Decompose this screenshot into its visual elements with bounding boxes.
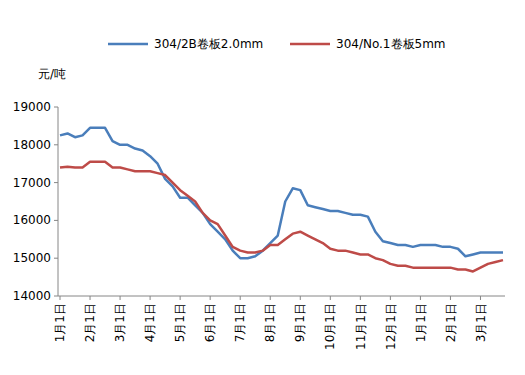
x-tick	[240, 296, 241, 300]
x-tick	[180, 296, 181, 300]
x-tick	[90, 296, 91, 300]
y-tick-label: 14000	[13, 289, 51, 303]
x-tick-label: 7月1日	[233, 303, 247, 342]
x-tick	[120, 296, 121, 300]
x-tick-label: 10月1日	[324, 303, 338, 350]
x-tick-label: 3月1日	[474, 303, 488, 342]
y-tick	[54, 258, 58, 259]
x-tick-label: 8月1日	[263, 303, 277, 342]
y-tick	[54, 220, 58, 221]
y-tick-label: 17000	[13, 176, 51, 190]
x-tick-label: 2月1日	[444, 303, 458, 342]
x-tick-label: 4月1日	[143, 303, 157, 342]
y-tick	[54, 107, 58, 108]
x-tick	[450, 296, 451, 300]
x-tick-label: 1月1日	[53, 303, 67, 342]
x-tick-label: 12月1日	[384, 303, 398, 350]
plot-area	[60, 128, 503, 272]
y-tick	[54, 144, 58, 145]
x-tick-label: 5月1日	[173, 303, 187, 342]
y-tick	[54, 296, 58, 297]
chart: 14000 15000 16000 17000 18000 19000 元/吨 1月1日 2月1…	[0, 0, 525, 375]
legend-label: 304/2B卷板2.0mm	[154, 37, 263, 51]
x-tick	[360, 296, 361, 300]
y-tick-label: 15000	[13, 251, 51, 265]
x-tick-label: 2月1日	[83, 303, 97, 342]
x-tick	[150, 296, 151, 300]
legend-swatch	[290, 43, 330, 46]
series-line	[60, 128, 503, 258]
x-tick-label: 3月1日	[113, 303, 127, 342]
x-tick	[390, 296, 391, 300]
x-tick-label: 1月1日	[414, 303, 428, 342]
x-tick-label: 9月1日	[293, 303, 307, 342]
x-tick	[210, 296, 211, 300]
y-axis-label: 元/吨	[38, 67, 66, 81]
legend-label: 304/No.1卷板5mm	[336, 37, 446, 51]
x-tick	[60, 296, 61, 300]
x-tick	[270, 296, 271, 300]
x-tick	[300, 296, 301, 300]
y-tick-label: 18000	[13, 138, 51, 152]
x-axis	[58, 296, 505, 297]
x-tick	[420, 296, 421, 300]
y-tick-label: 19000	[13, 100, 51, 114]
x-tick	[480, 296, 481, 300]
y-axis	[58, 107, 59, 296]
x-tick-label: 6月1日	[203, 303, 217, 342]
y-tick-label: 16000	[13, 213, 51, 227]
x-tick	[330, 296, 331, 300]
series-line	[60, 162, 503, 272]
y-tick	[54, 182, 58, 183]
legend-swatch	[108, 43, 148, 46]
x-tick-label: 11月1日	[354, 303, 368, 350]
